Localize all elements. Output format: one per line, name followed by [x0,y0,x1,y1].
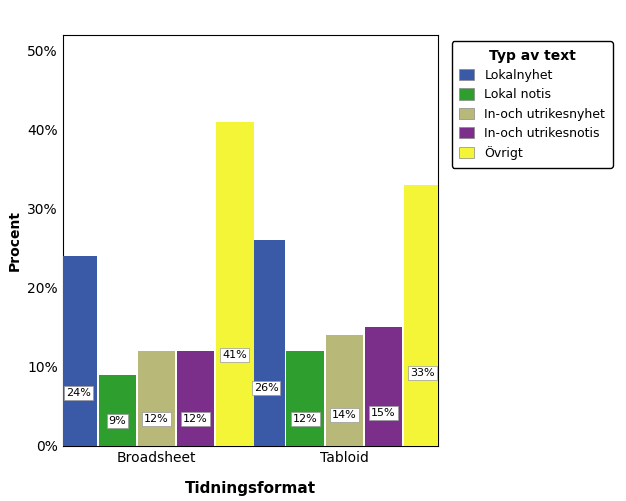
Legend: Lokalnyhet, Lokal notis, In-och utrikesnyhet, In-och utrikesnotis, Övrigt: Lokalnyhet, Lokal notis, In-och utrikesn… [452,41,613,167]
Text: 12%: 12% [293,414,317,424]
Text: 24%: 24% [66,388,91,398]
Bar [287,351,324,446]
Bar [177,351,214,446]
Bar [247,240,285,446]
Bar [216,122,254,446]
Bar [59,257,97,446]
Text: 12%: 12% [183,414,208,424]
Text: 9%: 9% [108,416,126,426]
Text: 41%: 41% [222,350,247,360]
Text: 14%: 14% [332,410,357,420]
Bar [404,185,441,446]
Y-axis label: Procent: Procent [8,210,21,271]
Bar [364,327,403,446]
Bar [138,351,175,446]
Text: 15%: 15% [371,408,396,418]
Text: 26%: 26% [254,383,279,393]
Text: 12%: 12% [144,414,169,424]
Text: Tidningsformat: Tidningsformat [185,481,316,496]
Bar [326,335,363,446]
Text: 33%: 33% [410,368,435,378]
Bar [99,375,136,446]
